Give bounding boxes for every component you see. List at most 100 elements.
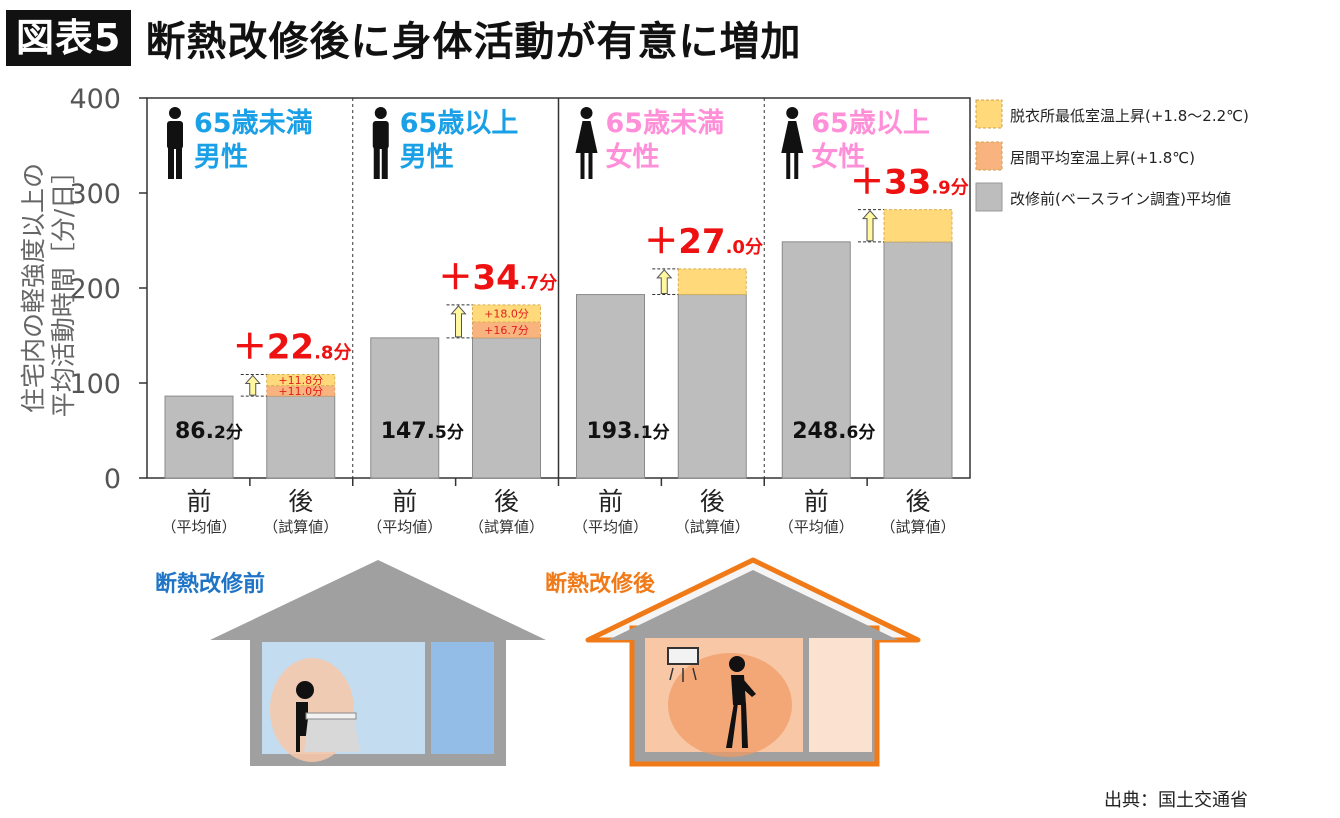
x-label-before: 前 (392, 487, 417, 516)
bar-before-value-label: 147.5分 (381, 419, 464, 444)
house-before-roof (210, 560, 546, 640)
y-axis-title-line1: 住宅内の軽強度以上の (19, 163, 48, 413)
increase-arrow-icon (861, 209, 879, 242)
legend-label: 居間平均室温上昇(+1.8℃) (1010, 149, 1195, 167)
chart-axes: 0 100 200 300 400 住宅内の軽強度以上の 平均活動時間［分/日］ (19, 84, 971, 495)
male-person-icon (167, 107, 183, 179)
x-sublabel-before: （平均値） (573, 518, 648, 536)
y-tick-label: 0 (104, 464, 121, 495)
bar-after-living-room-increase (472, 321, 541, 339)
increase-value-label: ＋22.8分 (233, 327, 352, 367)
house-illustrations: 断熱改修前 断熱改修後 (155, 557, 921, 767)
kotatsu-top (305, 712, 357, 720)
seated-person-icon (296, 681, 314, 699)
bar-before-baseline (781, 241, 851, 479)
house-before-illustration (210, 560, 546, 766)
bar-before-value-label: 193.1分 (587, 419, 670, 444)
increase-value-label: ＋27.0分 (644, 222, 763, 262)
airflow-line (692, 667, 697, 681)
increase-value-label: ＋34.7分 (439, 258, 558, 298)
seated-person-body (296, 702, 308, 736)
male-person-icon (372, 107, 389, 179)
figure-title: 断熱改修後に身体活動が有意に増加 (145, 19, 802, 65)
house-after-illustration (585, 557, 921, 767)
figure-header: 図表5 断熱改修後に身体活動が有意に増加 (6, 8, 801, 68)
dressing-room-increase-label: +18.0分 (484, 307, 529, 320)
legend-swatch (975, 141, 1003, 171)
legend-label: 改修前(ベースライン調査)平均値 (1010, 190, 1231, 208)
bar-after-baseline (883, 241, 953, 479)
chart-legend: 脱衣所最低室温上昇(+1.8～2.2℃) 居間平均室温上昇(+1.8℃) 改修前(ベ… (975, 99, 1249, 212)
walking-person-leg (741, 703, 748, 748)
living-room-increase-label: +11.0分 (278, 385, 323, 398)
x-sublabel-after: （試算値） (469, 518, 544, 536)
increase-arrow-icon (656, 269, 673, 295)
kotatsu-table (304, 718, 360, 752)
air-conditioner-icon (667, 647, 699, 665)
x-sublabel-before: （平均値） (779, 518, 854, 536)
bar-after-dressing-room-increase (266, 373, 336, 387)
x-sublabel-after: （試算値） (675, 518, 750, 536)
group-label-gender: 男性 (194, 142, 248, 173)
group-label-gender: 女性 (811, 141, 865, 173)
y-tick-label: 300 (69, 179, 121, 210)
x-label-after: 後 (700, 487, 725, 516)
y-axis-title: 住宅内の軽強度以上の 平均活動時間［分/日］ (19, 159, 78, 417)
group-label-gender: 男性 (400, 142, 454, 173)
x-sublabel-before: （平均値） (367, 518, 442, 536)
chart-bars (164, 209, 953, 479)
bar-before-baseline (164, 395, 234, 479)
group-label-age: 65歳未満 (606, 108, 725, 139)
x-label-after: 後 (905, 487, 930, 516)
y-axis-title-line2: 平均活動時間［分/日］ (49, 159, 78, 417)
x-sublabel-after: （試算値） (263, 518, 338, 536)
dressing-room-increase-label: +11.8分 (278, 374, 323, 387)
legend-swatch (975, 99, 1003, 129)
bar-after-baseline (266, 395, 336, 479)
walking-person-body (731, 675, 746, 705)
increase-value-label: ＋33.9分 (850, 163, 969, 203)
bar-before-value-label: 248.6分 (792, 419, 875, 444)
walking-person-leg (726, 703, 738, 748)
x-label-after: 後 (288, 487, 313, 516)
legend-swatch (975, 182, 1003, 212)
group-label-age: 65歳以上 (811, 108, 930, 139)
bar-after-dressing-room-increase (883, 209, 953, 243)
female-person-icon (781, 107, 804, 179)
group-label-age: 65歳以上 (400, 108, 519, 139)
bar-before-baseline (370, 337, 440, 479)
living-room-increase-label: +16.7分 (484, 324, 529, 337)
x-label-before: 前 (598, 487, 623, 516)
legend-label: 脱衣所最低室温上昇(+1.8～2.2℃) (1010, 107, 1249, 125)
x-label-after: 後 (494, 487, 519, 516)
x-sublabel-before: （平均値） (161, 518, 236, 536)
figure-number-badge: 図表5 (6, 10, 132, 66)
after-renovation-label: 断熱改修後 (545, 571, 656, 597)
bar-after-baseline (677, 294, 747, 479)
increase-arrow-icon (450, 305, 467, 338)
bar-before-baseline (576, 294, 645, 479)
airflow-line (669, 667, 674, 681)
seated-person-leg (296, 734, 300, 752)
group-label-gender: 女性 (606, 141, 660, 173)
house-after-side-room (809, 638, 872, 752)
x-label-before: 前 (186, 487, 211, 516)
bar-after-dressing-room-increase (472, 304, 541, 323)
y-tick-label: 400 (69, 84, 121, 115)
x-label-before: 前 (804, 487, 829, 516)
group-label-age: 65歳未満 (194, 108, 313, 139)
before-renovation-label: 断熱改修前 (155, 571, 265, 597)
bar-after-living-room-increase (266, 385, 336, 397)
source-note: 出典：国土交通省 (1104, 790, 1248, 811)
bar-before-value-label: 86.2分 (175, 419, 243, 444)
walking-person-icon (729, 656, 745, 672)
walking-person-arm (742, 680, 756, 697)
y-tick-label: 100 (69, 369, 121, 400)
y-tick-label: 200 (69, 274, 121, 305)
x-sublabel-after: （試算値） (880, 518, 955, 536)
bar-after-dressing-room-increase (677, 268, 747, 296)
warm-glow (668, 653, 792, 757)
bar-after-baseline (472, 337, 541, 479)
